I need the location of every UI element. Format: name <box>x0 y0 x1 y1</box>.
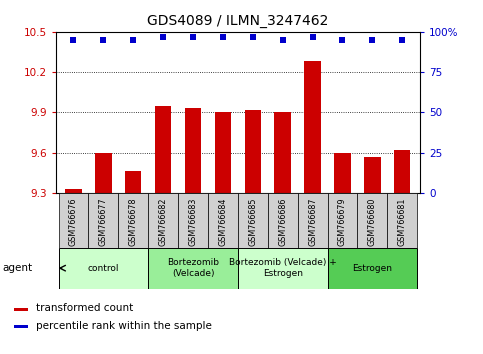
Text: GSM766677: GSM766677 <box>99 197 108 246</box>
Bar <box>95 153 112 193</box>
Point <box>398 37 406 43</box>
Text: GSM766683: GSM766683 <box>188 197 198 246</box>
Bar <box>327 248 417 289</box>
Bar <box>304 61 321 193</box>
Text: GSM766680: GSM766680 <box>368 197 377 246</box>
Bar <box>148 248 238 289</box>
Bar <box>238 193 268 248</box>
Title: GDS4089 / ILMN_3247462: GDS4089 / ILMN_3247462 <box>147 14 328 28</box>
Text: GSM766685: GSM766685 <box>248 197 257 246</box>
Bar <box>14 308 28 311</box>
Bar <box>88 193 118 248</box>
Point <box>99 37 107 43</box>
Point <box>279 37 286 43</box>
Bar <box>238 248 327 289</box>
Point <box>189 34 197 40</box>
Text: GSM766679: GSM766679 <box>338 197 347 246</box>
Bar <box>268 193 298 248</box>
Text: Bortezomib (Velcade) +
Estrogen: Bortezomib (Velcade) + Estrogen <box>229 258 337 278</box>
Point <box>70 37 77 43</box>
Bar <box>14 325 28 329</box>
Bar <box>274 112 291 193</box>
Text: Bortezomib
(Velcade): Bortezomib (Velcade) <box>167 258 219 278</box>
Bar <box>244 110 261 193</box>
Bar <box>65 189 82 193</box>
Point <box>159 34 167 40</box>
Point <box>309 34 316 40</box>
Bar <box>185 108 201 193</box>
Text: GSM766681: GSM766681 <box>398 197 407 246</box>
Text: GSM766682: GSM766682 <box>158 197 168 246</box>
Bar <box>155 106 171 193</box>
Text: control: control <box>87 264 119 273</box>
Bar <box>327 193 357 248</box>
Text: GSM766686: GSM766686 <box>278 197 287 246</box>
Bar <box>298 193 327 248</box>
Text: agent: agent <box>2 263 32 273</box>
Text: GSM766684: GSM766684 <box>218 197 227 246</box>
Bar <box>357 193 387 248</box>
Bar <box>387 193 417 248</box>
Bar <box>178 193 208 248</box>
Bar <box>215 112 231 193</box>
Text: GSM766678: GSM766678 <box>129 197 138 246</box>
Bar <box>125 171 142 193</box>
Text: GSM766687: GSM766687 <box>308 197 317 246</box>
Bar <box>364 157 381 193</box>
Text: GSM766676: GSM766676 <box>69 197 78 246</box>
Bar <box>118 193 148 248</box>
Bar <box>394 150 411 193</box>
Text: transformed count: transformed count <box>36 303 133 314</box>
Point <box>249 34 256 40</box>
Text: Estrogen: Estrogen <box>353 264 392 273</box>
Bar <box>334 153 351 193</box>
Bar <box>148 193 178 248</box>
Point <box>129 37 137 43</box>
Bar <box>208 193 238 248</box>
Bar <box>58 193 88 248</box>
Point <box>219 34 227 40</box>
Bar <box>58 248 148 289</box>
Point <box>369 37 376 43</box>
Text: percentile rank within the sample: percentile rank within the sample <box>36 321 212 331</box>
Point <box>339 37 346 43</box>
